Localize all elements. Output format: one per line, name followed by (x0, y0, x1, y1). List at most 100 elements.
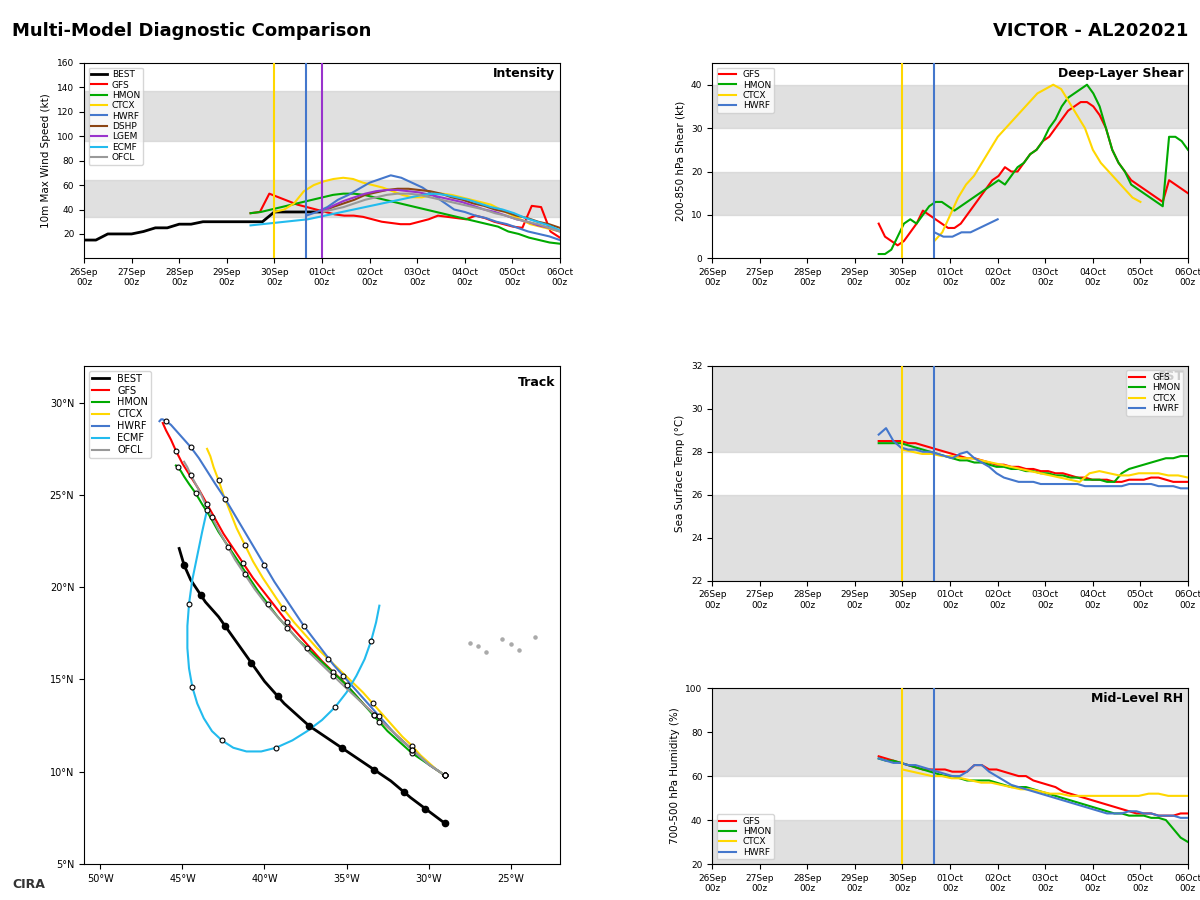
CTCX (326, 174, 341, 184)
GFS (871, 218, 886, 229)
HWRF (415, 182, 430, 193)
HMON (221, 541, 235, 552)
HMON (1099, 476, 1114, 487)
GFS (216, 528, 230, 539)
HWRF (1136, 808, 1151, 819)
GFS (226, 543, 240, 553)
GFS (979, 184, 994, 194)
Line: OFCL: OFCL (322, 194, 560, 231)
GFS (1099, 799, 1114, 810)
HWRF (946, 770, 960, 781)
HMON (887, 437, 901, 448)
GFS (1174, 808, 1188, 819)
Text: SST: SST (1157, 370, 1183, 383)
GFS (916, 440, 930, 451)
OFCL (304, 648, 318, 659)
GFS (923, 442, 937, 453)
HWRF (1033, 479, 1048, 490)
BEST (218, 621, 233, 632)
CTCX (493, 204, 508, 215)
HMON (1033, 468, 1048, 479)
HWRF (908, 445, 923, 455)
HWRF (908, 760, 923, 770)
Line: HMON: HMON (878, 759, 1188, 842)
BEST (174, 549, 188, 560)
HWRF (1004, 474, 1019, 485)
BEST (101, 229, 115, 239)
HMON (430, 764, 444, 775)
HMON (1092, 101, 1106, 112)
HMON (1049, 470, 1063, 481)
HWRF (982, 462, 996, 472)
OFCL (348, 690, 362, 701)
HMON (1129, 462, 1144, 472)
HMON (967, 457, 982, 468)
HWRF (404, 177, 419, 188)
BEST (367, 764, 382, 775)
GFS (937, 764, 952, 775)
LGEM (542, 222, 557, 233)
HWRF (1056, 479, 1070, 490)
HMON (967, 775, 982, 786)
HWRF (1144, 479, 1158, 490)
DSHP (542, 219, 557, 230)
CTCX (246, 556, 260, 567)
HWRF (413, 752, 427, 762)
GFS (997, 766, 1012, 777)
CTCX (1014, 784, 1028, 795)
ECMF (185, 574, 199, 585)
Text: Multi-Model Diagnostic Comparison: Multi-Model Diagnostic Comparison (12, 22, 371, 40)
HMON (404, 748, 419, 759)
HMON (1136, 459, 1151, 470)
BEST (424, 807, 438, 818)
HWRF (1129, 806, 1144, 816)
GFS (1080, 96, 1094, 107)
Line: HWRF: HWRF (935, 220, 997, 237)
GFS (308, 204, 323, 215)
GFS (887, 755, 901, 766)
CTCX (965, 775, 979, 786)
CTCX (984, 457, 998, 468)
HMON (380, 725, 395, 736)
HMON (356, 190, 371, 201)
HWRF (500, 219, 515, 230)
HMON (946, 770, 960, 781)
HMON (997, 462, 1012, 472)
CTCX (514, 214, 528, 225)
Line: LGEM: LGEM (322, 190, 560, 231)
CTCX (944, 773, 959, 784)
GFS (1085, 795, 1099, 806)
GFS (937, 446, 952, 457)
HMON (1144, 457, 1158, 468)
CTCX (1162, 470, 1176, 481)
ECMF (254, 746, 269, 757)
HMON (922, 201, 936, 212)
BEST (172, 543, 186, 553)
HMON (1078, 799, 1092, 810)
GFS (1040, 465, 1055, 476)
GFS (1022, 148, 1037, 159)
CTCX (504, 209, 518, 220)
GFS (1056, 468, 1070, 479)
GFS (1166, 476, 1181, 487)
HWRF (946, 231, 960, 242)
HMON (1115, 468, 1129, 479)
GFS (967, 453, 982, 464)
CTCX (1014, 464, 1028, 474)
OFCL (498, 211, 512, 221)
HWRF (928, 227, 942, 238)
GFS (1012, 462, 1026, 472)
HWRF (553, 235, 568, 246)
HWRF (1108, 481, 1122, 491)
HMON (408, 202, 422, 212)
ECMF (277, 216, 292, 227)
BEST (208, 216, 222, 227)
HWRF (1115, 808, 1129, 819)
HMON (929, 196, 943, 207)
GFS (300, 202, 314, 212)
ECMF (286, 735, 300, 746)
HMON (941, 201, 955, 212)
HMON (388, 197, 402, 208)
BEST (211, 611, 226, 622)
GFS (1026, 464, 1040, 474)
